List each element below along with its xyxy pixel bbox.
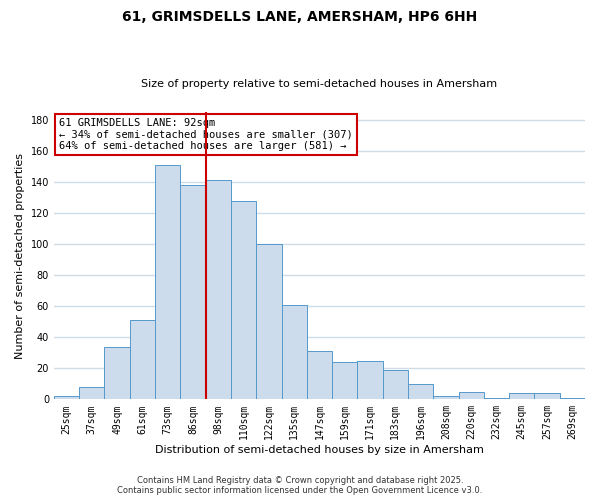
X-axis label: Distribution of semi-detached houses by size in Amersham: Distribution of semi-detached houses by …	[155, 445, 484, 455]
Bar	[54, 396, 79, 400]
Bar	[509, 393, 535, 400]
Bar	[332, 362, 358, 400]
Bar	[281, 304, 307, 400]
Bar	[484, 398, 509, 400]
Bar	[231, 200, 256, 400]
Bar	[307, 351, 332, 400]
Y-axis label: Number of semi-detached properties: Number of semi-detached properties	[15, 152, 25, 358]
Bar	[383, 370, 408, 400]
Text: Contains HM Land Registry data © Crown copyright and database right 2025.
Contai: Contains HM Land Registry data © Crown c…	[118, 476, 482, 495]
Title: Size of property relative to semi-detached houses in Amersham: Size of property relative to semi-detach…	[142, 79, 497, 89]
Bar	[130, 320, 155, 400]
Bar	[560, 398, 585, 400]
Bar	[104, 346, 130, 400]
Bar	[181, 185, 206, 400]
Bar	[433, 396, 458, 400]
Bar	[408, 384, 433, 400]
Bar	[206, 180, 231, 400]
Text: 61, GRIMSDELLS LANE, AMERSHAM, HP6 6HH: 61, GRIMSDELLS LANE, AMERSHAM, HP6 6HH	[122, 10, 478, 24]
Bar	[256, 244, 281, 400]
Bar	[535, 393, 560, 400]
Bar	[79, 387, 104, 400]
Bar	[358, 360, 383, 400]
Bar	[155, 165, 181, 400]
Text: 61 GRIMSDELLS LANE: 92sqm
← 34% of semi-detached houses are smaller (307)
64% of: 61 GRIMSDELLS LANE: 92sqm ← 34% of semi-…	[59, 118, 353, 151]
Bar	[458, 392, 484, 400]
